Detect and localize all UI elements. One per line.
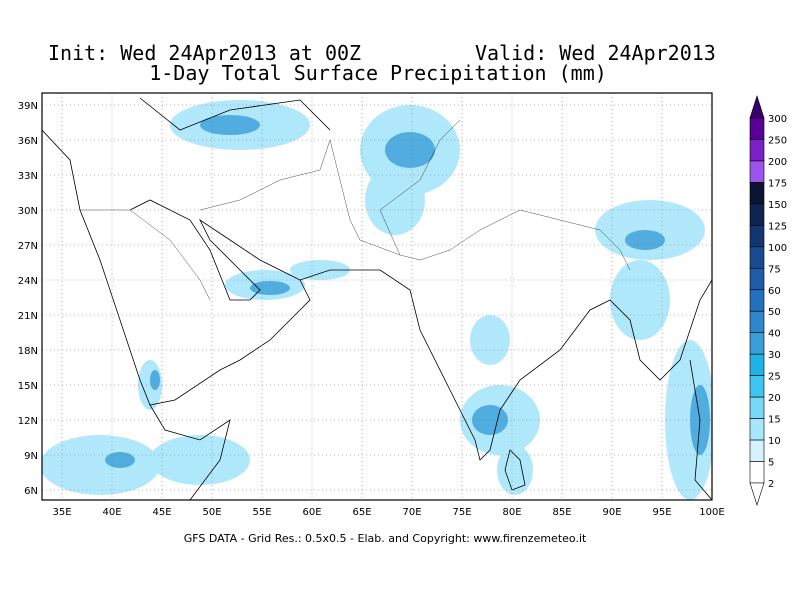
- colorbar-label: 300: [768, 114, 787, 125]
- lon-label: 55E: [252, 507, 271, 518]
- colorbar-label: 125: [768, 221, 787, 232]
- lat-label: 18N: [18, 346, 38, 357]
- colorbar-box: [749, 267, 765, 291]
- colorbar-box: [749, 396, 765, 419]
- colorbar-label: 30: [768, 350, 781, 361]
- colorbar-label: 175: [768, 178, 787, 189]
- graticule: 35E 40E 45E 50E 55E 60E 65E 70E 75E 80E 85E 90E 95E 1…: [18, 93, 725, 518]
- colorbar-label: 75: [768, 264, 781, 275]
- lon-label: 100E: [699, 507, 724, 518]
- lon-label: 95E: [652, 507, 671, 518]
- colorbar-box: [749, 461, 765, 484]
- lon-label: 85E: [552, 507, 571, 518]
- lat-label: 24N: [18, 276, 38, 287]
- lat-label: 33N: [18, 171, 38, 182]
- lat-label: 21N: [18, 311, 38, 322]
- map-frame: [41, 92, 713, 501]
- colorbar-label: 5: [768, 458, 774, 469]
- colorbar-box: [749, 418, 765, 441]
- lat-label: 27N: [18, 241, 38, 252]
- lat-label: 36N: [18, 136, 38, 147]
- colorbar-box: [749, 353, 765, 376]
- colorbar-label: 60: [768, 286, 781, 297]
- colorbar-label: 15: [768, 415, 781, 426]
- lon-label: 60E: [302, 507, 321, 518]
- colorbar-label: 10: [768, 436, 781, 447]
- footer: GFS DATA - Grid Res.: 0.5x0.5 - Elab. an…: [184, 532, 587, 545]
- colorbar-box: [749, 439, 765, 462]
- lat-label: 39N: [18, 101, 38, 112]
- lat-label: 12N: [18, 416, 38, 427]
- colorbar-box: [749, 117, 765, 140]
- colorbar-box: [749, 310, 765, 334]
- colorbar-box: [749, 160, 765, 183]
- lon-label: 50E: [202, 507, 221, 518]
- lon-label: 70E: [402, 507, 421, 518]
- lon-label: 35E: [52, 507, 71, 518]
- coastlines: [42, 97, 712, 500]
- colorbar-label: 200: [768, 157, 787, 168]
- colorbar-cap: [749, 482, 765, 506]
- colorbar-label: 25: [768, 372, 781, 383]
- colorbar-box: [749, 332, 765, 355]
- init-text: Init: Wed 24Apr2013 at 00Z: [48, 41, 361, 65]
- colorbar-cap: [749, 95, 765, 119]
- colorbar-label: 40: [768, 329, 781, 340]
- lat-label: 15N: [18, 381, 38, 392]
- colorbar-label: 250: [768, 135, 787, 146]
- colorbar-box: [749, 203, 765, 226]
- borders: [80, 119, 631, 301]
- lat-label: 30N: [18, 206, 38, 217]
- lon-label: 65E: [352, 507, 371, 518]
- colorbar-box: [749, 139, 765, 162]
- colorbar-box: [749, 246, 765, 269]
- lon-label: 80E: [502, 507, 521, 518]
- lat-label: 9N: [24, 451, 38, 462]
- lon-label: 45E: [152, 507, 171, 518]
- lat-label: 6N: [24, 486, 38, 497]
- colorbar-box: [749, 182, 765, 205]
- colorbar-box: [749, 289, 765, 312]
- map-title: 1-Day Total Surface Precipitation (mm): [149, 61, 607, 85]
- colorbar-label: 20: [768, 393, 781, 404]
- colorbar-box: [749, 375, 765, 398]
- colorbar-label: 100: [768, 243, 787, 254]
- colorbar: 300 250 200 175 150 125 100 75 60 50 40 30 25 20 15 10 5…: [749, 95, 787, 506]
- colorbar-label: 2: [768, 479, 774, 490]
- lon-label: 40E: [102, 507, 121, 518]
- lon-label: 90E: [602, 507, 621, 518]
- colorbar-box: [749, 225, 765, 248]
- colorbar-label: 150: [768, 200, 787, 211]
- colorbar-label: 50: [768, 307, 781, 318]
- precip-field: [42, 100, 712, 500]
- lon-label: 75E: [452, 507, 471, 518]
- valid-text: Valid: Wed 24Apr2013: [475, 41, 716, 65]
